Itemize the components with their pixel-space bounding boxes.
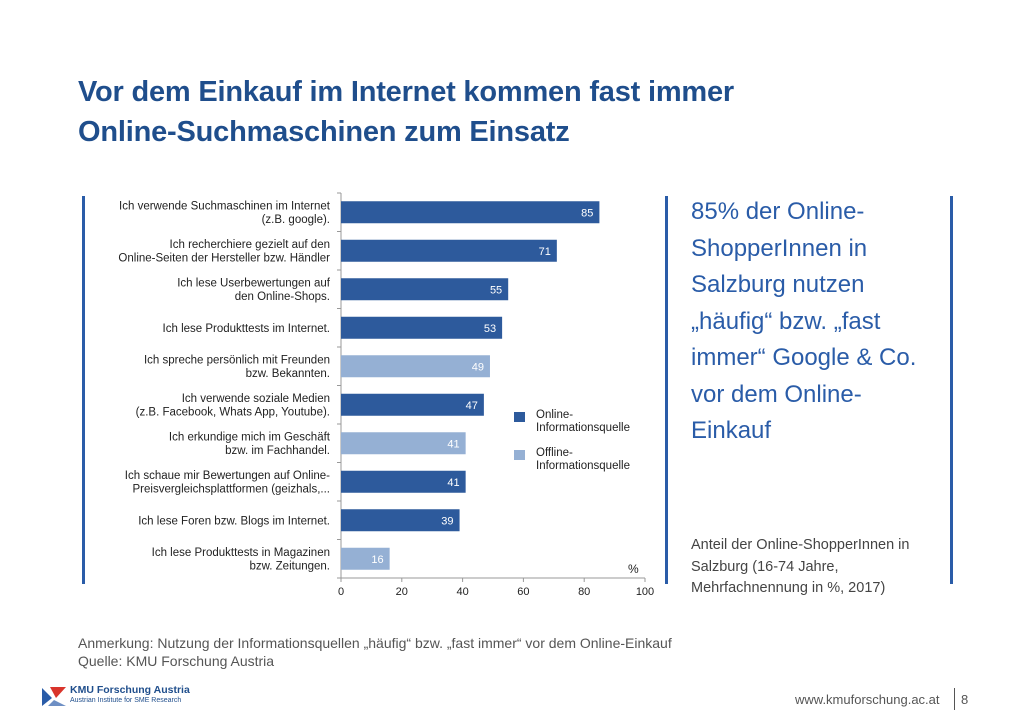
logo-mark-icon [42, 687, 66, 706]
bar [341, 278, 509, 301]
category-label: Preisvergleichsplattformen (geizhals,... [133, 484, 331, 496]
callout-text: 85% der Online-ShopperInnen in Salzburg … [691, 198, 917, 444]
legend-item-offline: Offline- Informationsquelle [514, 447, 654, 473]
category-label: bzw. Bekannten. [246, 368, 330, 380]
bar-value-label: 85 [581, 207, 593, 219]
legend-label-online: Online- Informationsquelle [536, 409, 630, 434]
bar [341, 432, 466, 455]
page-number-divider [954, 688, 955, 710]
bar-value-label: 16 [371, 554, 383, 566]
x-tick-label: 40 [456, 586, 468, 598]
category-label: Ich lese Produkttests in Magazinen [152, 547, 330, 559]
legend-item-online: Online- Informationsquelle [514, 409, 654, 435]
bar-value-label: 41 [447, 477, 459, 489]
kmu-logo: KMU Forschung Austria Austrian Institute… [40, 684, 190, 710]
bar [341, 355, 490, 378]
callout-divider-right [950, 196, 953, 584]
category-label: (z.B. google). [262, 214, 330, 226]
bar-value-label: 49 [472, 361, 484, 373]
category-label: Ich spreche persönlich mit Freunden [144, 355, 330, 367]
bar [341, 547, 390, 570]
category-label: Ich recherchiere gezielt auf den [170, 239, 330, 251]
category-label: Ich lese Userbewertungen auf [177, 278, 331, 290]
category-label: Ich verwende Suchmaschinen im Internet [119, 201, 331, 213]
category-label: (z.B. Facebook, Whats App, Youtube). [136, 407, 330, 419]
category-label: bzw. im Fachhandel. [225, 445, 330, 457]
website-link[interactable]: www.kmuforschung.ac.at [795, 692, 940, 707]
x-tick-label: 60 [517, 586, 529, 598]
category-label: Ich lese Foren bzw. Blogs im Internet. [138, 515, 330, 527]
x-tick-label: 0 [338, 586, 344, 598]
legend-label-offline: Offline- Informationsquelle [536, 447, 630, 472]
axis-unit-label: % [628, 562, 639, 576]
category-label: bzw. Zeitungen. [249, 561, 330, 573]
callout-subtext: Anteil der Online-ShopperInnen in Salzbu… [691, 537, 910, 596]
source-text: Quelle: KMU Forschung Austria [78, 653, 275, 669]
logo-text-name: KMU Forschung Austria [70, 684, 190, 696]
bar [341, 316, 503, 339]
bar [341, 470, 466, 493]
legend-swatch-online [514, 412, 525, 422]
category-label: den Online-Shops. [235, 291, 330, 303]
bar-value-label: 55 [490, 284, 502, 296]
legend-swatch-offline [514, 450, 525, 460]
bar-value-label: 47 [466, 400, 478, 412]
chart-legend: Online- Informationsquelle Offline- Info… [514, 409, 654, 485]
logo-text-tagline: Austrian Institute for SME Research [70, 697, 182, 704]
bar-value-label: 53 [484, 323, 496, 335]
left-divider [82, 196, 85, 584]
bar-value-label: 39 [441, 515, 453, 527]
bar [341, 239, 557, 262]
bar [341, 393, 484, 416]
category-label: Online-Seiten der Hersteller bzw. Händle… [118, 253, 330, 265]
x-tick-label: 20 [396, 586, 408, 598]
bar [341, 201, 600, 224]
bar [341, 509, 460, 532]
category-label: Ich erkundige mich im Geschäft [169, 432, 331, 444]
page-title: Vor dem Einkauf im Internet kommen fast … [78, 76, 735, 148]
footer-notes: Anmerkung: Nutzung der Informationsquell… [78, 634, 838, 670]
category-label: Ich schaue mir Bewertungen auf Online- [125, 470, 330, 482]
x-tick-label: 100 [636, 586, 654, 598]
note-text: Anmerkung: Nutzung der Informationsquell… [78, 635, 672, 651]
x-tick-label: 80 [578, 586, 590, 598]
category-label: Ich verwende soziale Medien [182, 393, 330, 405]
callout-divider-left [665, 196, 668, 584]
category-label: Ich lese Produkttests im Internet. [163, 323, 330, 335]
page-number: 8 [961, 692, 969, 707]
bar-value-label: 71 [539, 246, 551, 258]
bar-value-label: 41 [447, 438, 459, 450]
